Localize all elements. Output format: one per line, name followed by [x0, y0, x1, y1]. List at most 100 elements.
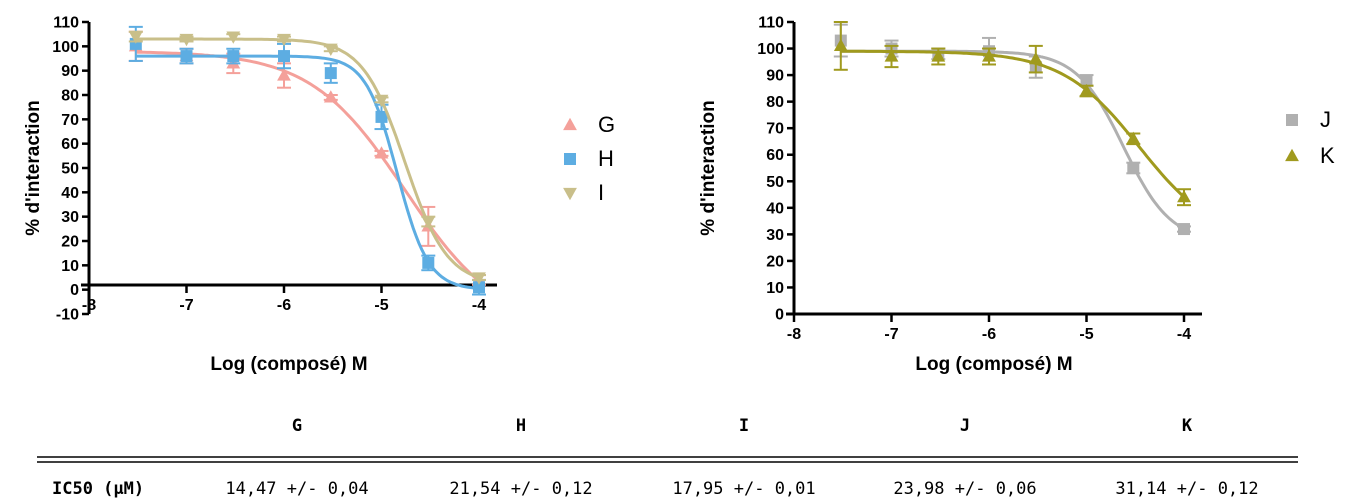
data-point-I [421, 216, 436, 229]
x-axis-label: Log (composé) M [915, 354, 1072, 375]
data-point-K [1079, 83, 1094, 97]
series-J [833, 23, 1191, 236]
table-header-K: K [1182, 416, 1193, 436]
data-point-I [323, 43, 338, 56]
y-tick-label: 90 [766, 68, 784, 85]
x-tick-label: -7 [884, 326, 898, 343]
series-G [128, 30, 486, 286]
y-tick-label: 10 [766, 280, 784, 297]
x-tick-label: -6 [982, 326, 996, 343]
data-point-I [374, 94, 389, 108]
legend-marker-K [1285, 148, 1299, 162]
legend-marker-J [1286, 114, 1298, 126]
y-tick-label: 30 [61, 209, 79, 226]
legend-marker-H [564, 153, 576, 165]
fit-curve-I [135, 37, 480, 280]
table-cell-K: 31,14 +/- 0,12 [1115, 479, 1258, 499]
y-tick-label: 90 [61, 63, 79, 80]
data-point-K [931, 49, 946, 62]
data-point-I [128, 31, 143, 44]
table-row-label: IC50 (µM) [52, 479, 144, 499]
legend-label-G: G [598, 112, 615, 137]
x-tick-label: -5 [1079, 326, 1093, 343]
legend-label-I: I [598, 180, 604, 205]
y-tick-label: 40 [766, 200, 784, 217]
y-tick-label: 50 [766, 174, 784, 191]
y-tick-label: 40 [61, 185, 79, 202]
data-point-I [277, 33, 291, 47]
y-tick-label: 0 [775, 307, 784, 324]
y-tick-label: 100 [757, 41, 784, 58]
y-axis-label: % d'interaction [23, 100, 44, 235]
data-point-H [180, 50, 193, 63]
series-H [128, 25, 486, 296]
y-tick-label: -10 [56, 307, 79, 324]
y-tick-label: 20 [61, 234, 79, 251]
y-tick-label: 110 [53, 15, 79, 32]
data-point-K [1126, 131, 1141, 144]
y-tick-label: 70 [766, 121, 784, 138]
table-header-H: H [516, 416, 526, 436]
fit-curve-G [135, 50, 480, 283]
table-header-I: I [739, 416, 749, 436]
y-tick-label: 0 [70, 282, 79, 299]
x-tick-label: -8 [787, 326, 801, 343]
y-tick-label: 70 [61, 112, 79, 129]
series-K [833, 21, 1191, 207]
y-tick-label: 80 [766, 94, 784, 111]
data-point-K [982, 49, 996, 62]
x-axis-label: Log (composé) M [210, 354, 367, 375]
data-point-G [323, 90, 338, 103]
y-tick-label: 80 [61, 88, 79, 105]
table-cell-H: 21,54 +/- 0,12 [449, 479, 592, 499]
data-point-K [833, 38, 848, 51]
data-point-J [1127, 162, 1140, 174]
table-header-G: G [292, 416, 302, 436]
ic50-table: G H I J K IC50 (µM) 14,47 +/- 0,04 21,54… [37, 416, 1298, 499]
y-tick-label: 30 [766, 227, 784, 244]
x-tick-label: -7 [179, 297, 193, 314]
data-point-G [374, 146, 389, 159]
x-tick-label: -4 [1177, 326, 1191, 343]
data-point-H [324, 67, 337, 80]
data-point-G [277, 68, 291, 81]
table-cell-G: 14,47 +/- 0,04 [225, 479, 368, 499]
data-point-H [278, 50, 290, 63]
data-point-J [1178, 223, 1190, 236]
y-tick-label: 110 [758, 15, 784, 32]
table-header-J: J [960, 416, 970, 436]
fit-curve-K [840, 49, 1186, 199]
y-tick-label: 20 [766, 253, 784, 270]
x-tick-label: -4 [472, 297, 486, 314]
series-I [128, 30, 486, 285]
table-cell-I: 17,95 +/- 0,01 [672, 479, 815, 499]
table-cell-J: 23,98 +/- 0,06 [893, 479, 1036, 499]
y-tick-label: 100 [52, 39, 79, 56]
data-point-I [179, 33, 194, 47]
data-point-H [473, 281, 485, 294]
legend-marker-I [563, 187, 577, 201]
legend-label-H: H [598, 146, 614, 171]
fit-curve-H [135, 54, 480, 290]
data-point-K [884, 49, 899, 62]
legend-label-J: J [1320, 107, 1331, 132]
y-tick-label: 60 [61, 136, 79, 153]
data-point-I [226, 31, 241, 44]
x-tick-label: -6 [277, 297, 291, 314]
data-point-K [1177, 190, 1191, 203]
data-point-K [1028, 51, 1043, 65]
y-tick-label: 10 [61, 258, 79, 275]
legend-marker-G [563, 117, 577, 131]
data-point-H [375, 110, 388, 123]
data-point-H [227, 50, 240, 63]
data-point-H [422, 256, 435, 269]
data-point-I [472, 272, 486, 285]
y-tick-label: 60 [766, 147, 784, 164]
y-tick-label: 50 [61, 161, 79, 178]
y-axis-label: % d'interaction [698, 100, 719, 235]
data-point-J [1080, 74, 1093, 87]
legend-label-K: K [1320, 143, 1335, 168]
